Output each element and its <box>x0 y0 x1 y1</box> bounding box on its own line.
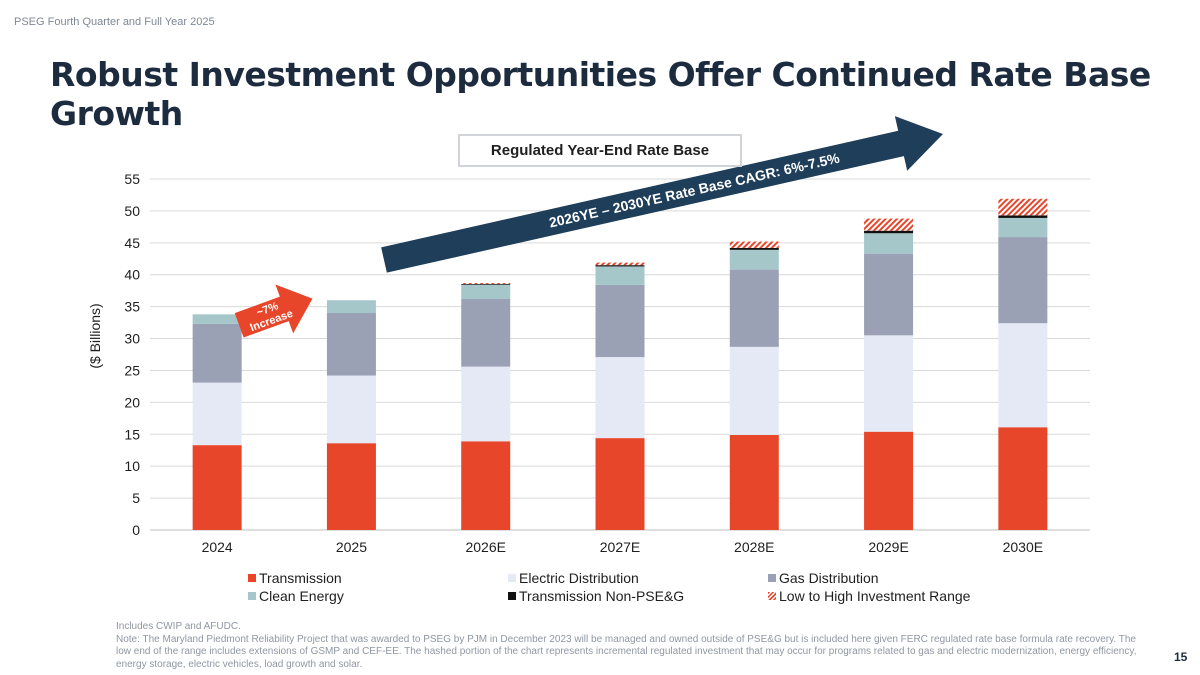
x-tick-label: 2027E <box>600 539 640 555</box>
bar-segment-clean-energy <box>192 314 242 324</box>
footnote-cwip: Includes CWIP and AFUDC. <box>116 621 241 632</box>
page-title: Robust Investment Opportunities Offer Co… <box>50 55 1151 133</box>
bar-segment-gas-distribution <box>326 313 376 376</box>
legend-label: Electric Distribution <box>519 570 639 586</box>
bar-segment-gas-distribution <box>998 237 1048 324</box>
legend-transmission-non-pseg: Transmission Non-PSE&G <box>508 588 768 604</box>
legend-swatch <box>768 574 776 582</box>
bar-segment-clean-energy <box>595 266 645 285</box>
bar-segment-transmission <box>461 441 511 530</box>
bar-segment-transmission-non-pse-g <box>595 265 645 267</box>
legend-transmission: Transmission <box>248 570 508 586</box>
y-tick-label: 10 <box>124 458 140 474</box>
legend-investment-range: Low to High Investment Range <box>768 588 1008 604</box>
legend-label: Transmission <box>259 570 342 586</box>
bar-segment-electric-distribution <box>326 375 376 444</box>
y-tick-label: 55 <box>124 171 140 187</box>
bar-segment-electric-distribution <box>998 323 1048 428</box>
y-tick-label: 45 <box>124 235 140 251</box>
legend-label: Gas Distribution <box>779 570 879 586</box>
bar-segment-transmission-non-pse-g <box>864 230 914 234</box>
x-tick-label: 2030E <box>1003 539 1043 555</box>
legend-label: Clean Energy <box>259 588 344 604</box>
bar-segment-low-to-high-investment-range <box>998 198 1048 216</box>
bar-segment-low-to-high-investment-range <box>864 218 914 231</box>
y-tick-label: 5 <box>132 490 140 506</box>
x-tick-label: 2029E <box>868 539 908 555</box>
bar-segment-low-to-high-investment-range <box>461 283 511 285</box>
legend-clean-energy: Clean Energy <box>248 588 508 604</box>
bar-segment-transmission <box>595 438 645 530</box>
bar-segment-clean-energy <box>461 284 511 299</box>
y-tick-label: 20 <box>124 394 140 410</box>
bar-segment-gas-distribution <box>595 284 645 358</box>
bar-segment-clean-energy <box>864 233 914 254</box>
bar-segment-electric-distribution <box>595 357 645 439</box>
y-axis-label: ($ Billions) <box>87 303 103 368</box>
bar-segment-electric-distribution <box>729 346 779 435</box>
bar-segment-gas-distribution <box>864 253 914 336</box>
legend-label: Low to High Investment Range <box>779 588 971 604</box>
legend-electric-distribution: Electric Distribution <box>508 570 768 586</box>
legend-gas-distribution: Gas Distribution <box>768 570 1008 586</box>
bar-segment-electric-distribution <box>192 382 242 446</box>
bar-segment-electric-distribution <box>461 366 511 442</box>
bar-segment-clean-energy <box>729 249 779 270</box>
footnote-note: Note: The Maryland Piedmont Reliability … <box>116 633 1137 670</box>
y-tick-label: 30 <box>124 331 140 347</box>
bar-segment-transmission-non-pse-g <box>998 215 1048 218</box>
x-tick-label: 2028E <box>734 539 774 555</box>
y-tick-label: 25 <box>124 362 140 378</box>
legend-swatch <box>248 574 256 582</box>
y-tick-label: 0 <box>132 522 140 538</box>
bar-segment-transmission-non-pse-g <box>461 283 511 285</box>
y-tick-label: 15 <box>124 426 140 442</box>
legend-swatch <box>248 592 256 600</box>
page-number: 15 <box>1174 650 1188 664</box>
y-tick-label: 35 <box>124 299 140 315</box>
x-tick-label: 2024 <box>202 539 233 555</box>
bar-segment-clean-energy <box>998 217 1048 238</box>
bar-segment-transmission <box>864 431 914 530</box>
legend-swatch <box>508 592 516 600</box>
bar-segment-gas-distribution <box>461 298 511 367</box>
footnotes: Includes CWIP and AFUDC. Note: The Maryl… <box>116 621 1146 671</box>
bar-segment-transmission <box>998 427 1048 530</box>
x-tick-label: 2025 <box>336 539 367 555</box>
bar-segment-low-to-high-investment-range <box>595 262 645 266</box>
bar-segment-transmission <box>326 443 376 530</box>
bar-segment-transmission <box>192 445 242 530</box>
bar-segment-transmission-non-pse-g <box>729 247 779 250</box>
chart-legend: Transmission Electric Distribution Gas D… <box>248 570 1008 604</box>
bar-segment-gas-distribution <box>729 269 779 347</box>
legend-label: Transmission Non-PSE&G <box>519 588 685 604</box>
y-tick-label: 40 <box>124 267 140 283</box>
bar-segment-gas-distribution <box>192 323 242 383</box>
bar-segment-low-to-high-investment-range <box>729 241 779 248</box>
bar-segment-clean-energy <box>326 300 376 314</box>
legend-swatch <box>508 574 516 582</box>
y-tick-label: 50 <box>124 203 140 219</box>
bar-segment-electric-distribution <box>864 335 914 432</box>
bar-segment-transmission <box>729 434 779 530</box>
chart-title: Regulated Year-End Rate Base <box>458 134 742 167</box>
presentation-header: PSEG Fourth Quarter and Full Year 2025 <box>14 16 215 28</box>
legend-swatch <box>768 592 776 600</box>
x-tick-label: 2026E <box>465 539 505 555</box>
